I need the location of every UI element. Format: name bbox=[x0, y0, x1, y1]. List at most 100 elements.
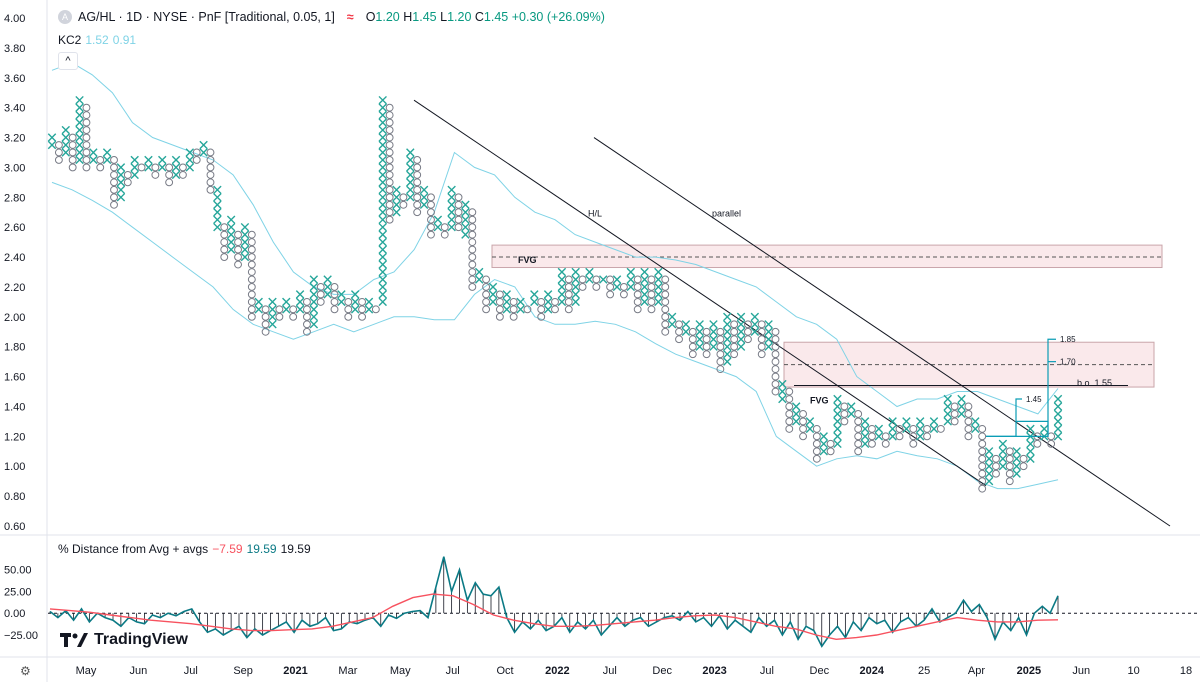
pnf-o-box bbox=[206, 170, 215, 179]
pnf-x-box bbox=[309, 275, 319, 284]
pnf-x-box bbox=[626, 267, 636, 277]
pnf-o-box bbox=[316, 297, 325, 306]
pnf-o-box bbox=[854, 432, 863, 441]
tradingview-logo[interactable]: TradingView bbox=[60, 631, 188, 649]
pnf-x-box bbox=[185, 163, 195, 172]
pnf-o-box bbox=[992, 462, 1000, 471]
pnf-o-box bbox=[551, 305, 559, 314]
pnf-o-box bbox=[413, 185, 422, 194]
pnf-x-box bbox=[654, 275, 663, 284]
pnf-x-box bbox=[847, 409, 856, 419]
pnf-x-box bbox=[764, 320, 773, 329]
pnf-x-box bbox=[1026, 447, 1035, 456]
pnf-x-box bbox=[819, 439, 828, 449]
pnf-o-box bbox=[247, 283, 256, 291]
pnf-o-box bbox=[427, 223, 435, 232]
pnf-o-box bbox=[978, 454, 987, 463]
pnf-o-box bbox=[275, 305, 284, 314]
pnf-x-box bbox=[364, 305, 374, 314]
pnf-x-box bbox=[571, 290, 580, 299]
pnf-x-box bbox=[833, 439, 842, 449]
pnf-x-box bbox=[557, 297, 567, 307]
pnf-x-box bbox=[557, 267, 567, 277]
pnf-o-box bbox=[468, 283, 477, 291]
pnf-o-box bbox=[303, 297, 311, 306]
level-185-label: 1.85 bbox=[1060, 335, 1076, 344]
pnf-x-box bbox=[61, 148, 71, 157]
indicator-tick-label: −25.00 bbox=[4, 630, 38, 642]
pnf-o-box bbox=[82, 133, 91, 142]
pnf-o-box bbox=[812, 454, 821, 463]
pnf-x-box bbox=[282, 297, 291, 307]
pnf-x-box bbox=[474, 267, 484, 277]
pnf-x-box bbox=[750, 327, 760, 336]
pnf-x-box bbox=[709, 320, 718, 329]
pnf-o-box bbox=[82, 141, 91, 149]
pnf-o-box bbox=[509, 297, 518, 306]
pnf-o-box bbox=[468, 245, 477, 254]
pnf-x-box bbox=[337, 290, 346, 299]
pnf-x-box bbox=[805, 417, 815, 426]
pnf-o-box bbox=[165, 178, 174, 187]
pnf-o-box bbox=[757, 335, 766, 344]
pnf-o-box bbox=[110, 163, 118, 172]
pnf-o-box bbox=[330, 290, 339, 299]
pnf-x-box bbox=[213, 200, 222, 209]
wave-icon[interactable]: ≈ bbox=[346, 10, 354, 24]
pnf-o-box bbox=[785, 402, 794, 411]
time-tick-label: Dec bbox=[652, 665, 672, 677]
indicator-legend[interactable]: % Distance from Avg + avgs −7.59 19.59 19.5… bbox=[58, 542, 311, 556]
pnf-o-box bbox=[399, 200, 408, 209]
pnf-x-box bbox=[213, 215, 222, 224]
chart-header: A AG/HL · 1D · NYSE · PnF [Traditional, … bbox=[58, 10, 605, 24]
pnf-o-box bbox=[730, 350, 739, 359]
pnf-x-box bbox=[723, 357, 732, 366]
fvg-zone bbox=[491, 244, 1163, 269]
pnf-x-box bbox=[116, 185, 126, 195]
pnf-x-box bbox=[833, 394, 842, 404]
settings-gear-icon[interactable]: ⚙ bbox=[20, 664, 31, 678]
pnf-x-box bbox=[681, 320, 691, 329]
chevron-up-icon[interactable]: ^ bbox=[58, 52, 78, 70]
pnf-o-box bbox=[234, 238, 242, 247]
pnf-x-box bbox=[791, 402, 801, 411]
indicator-value-1: −7.59 bbox=[212, 542, 243, 556]
pnf-o-box bbox=[192, 156, 201, 164]
pnf-x-box bbox=[984, 454, 994, 463]
pnf-o-box bbox=[964, 417, 973, 426]
pnf-o-box bbox=[854, 447, 863, 456]
pnf-o-box bbox=[82, 111, 91, 120]
pnf-o-box bbox=[785, 424, 794, 433]
pnf-x-box bbox=[378, 125, 387, 135]
pnf-o-box bbox=[289, 312, 298, 321]
level-145-label: 1.45 bbox=[1026, 395, 1042, 404]
pnf-o-box bbox=[950, 417, 959, 426]
pnf-x-box bbox=[268, 297, 277, 307]
time-tick-label: 2025 bbox=[1017, 665, 1041, 677]
pnf-x-box bbox=[378, 252, 387, 262]
pnf-x-box bbox=[323, 290, 332, 299]
pnf-o-box bbox=[661, 283, 670, 291]
kc-legend[interactable]: KC2 1.52 0.91 bbox=[58, 33, 136, 47]
pnf-x-box bbox=[213, 222, 222, 232]
pnf-x-box bbox=[447, 193, 456, 202]
pnf-o-box bbox=[289, 305, 298, 314]
pnf-x-box bbox=[502, 305, 511, 314]
pnf-x-box bbox=[323, 282, 332, 292]
pnf-o-box bbox=[564, 305, 573, 314]
pnf-o-box bbox=[303, 312, 311, 321]
symbol-title[interactable]: AG/HL · 1D · NYSE · PnF [Traditional, 0.… bbox=[78, 10, 335, 24]
pnf-o-box bbox=[757, 320, 766, 329]
pnf-x-box bbox=[915, 417, 925, 426]
pnf-o-box bbox=[482, 275, 491, 284]
pnf-x-box bbox=[378, 260, 387, 269]
pnf-x-box bbox=[406, 170, 415, 180]
price-tick-label: 1.00 bbox=[4, 461, 25, 473]
pnf-o-box bbox=[661, 327, 670, 336]
pnf-o-box bbox=[454, 208, 463, 217]
price-tick-label: 2.60 bbox=[4, 222, 25, 234]
pnf-o-box bbox=[413, 178, 422, 187]
pnf-x-box bbox=[61, 133, 71, 142]
pnf-x-box bbox=[282, 305, 291, 314]
